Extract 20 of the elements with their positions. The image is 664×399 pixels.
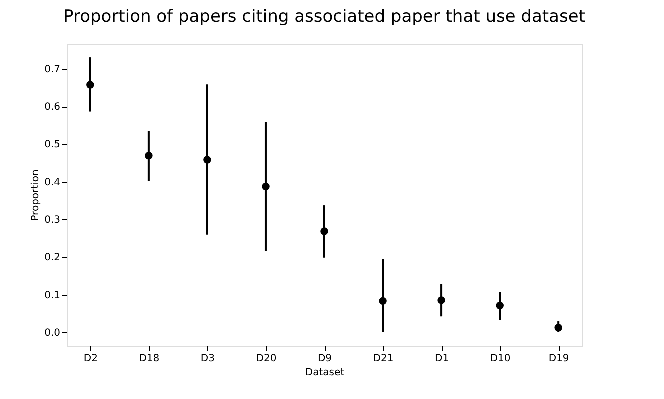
y-tick-label: 0.2 (44, 252, 60, 264)
x-tick-label: D18 (139, 354, 160, 364)
y-tick-label: 0.3 (44, 214, 60, 226)
x-tick-label: D19 (548, 354, 570, 364)
y-tick-label: 0.0 (44, 328, 60, 339)
y-tick-label: 0.4 (44, 177, 60, 188)
y-tick-label: 0.6 (44, 102, 60, 114)
y-tick-label: 0.5 (44, 140, 60, 151)
x-tick-label: D2 (84, 354, 98, 364)
y-tick-label: 0.1 (44, 290, 60, 302)
x-axis-title: Dataset (305, 368, 345, 378)
y-tick-label: 0.7 (44, 64, 60, 76)
x-tick-label: D9 (318, 354, 332, 364)
y-axis-title: Proportion (30, 170, 42, 222)
chart-title: Proportion of papers citing associated paper that use dataset (64, 7, 586, 27)
x-tick-label: D20 (256, 354, 277, 364)
x-tick-label: D21 (373, 354, 394, 364)
x-tick-label: D1 (435, 354, 450, 364)
x-tick-label: D10 (490, 354, 511, 364)
x-tick-label: D3 (200, 354, 215, 364)
